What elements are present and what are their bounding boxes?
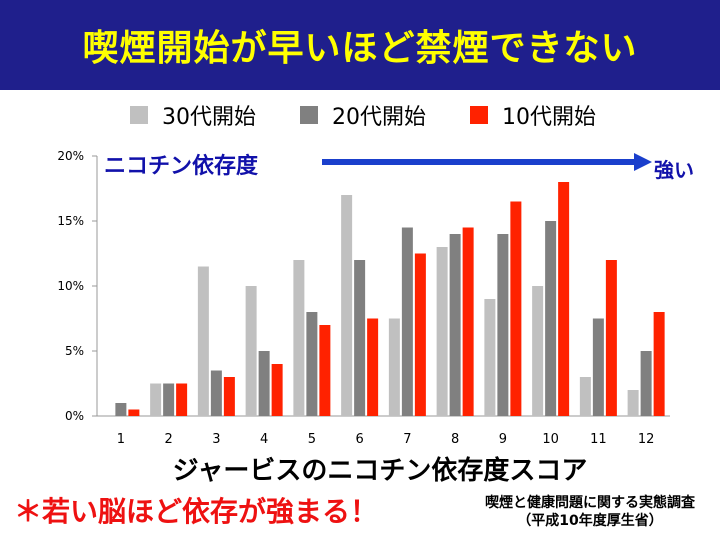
bar-3-series-1 <box>197 266 209 416</box>
x-tick-label: 1 <box>117 432 125 447</box>
x-tick-label: 3 <box>212 432 220 447</box>
bar-3-series-2 <box>210 370 222 416</box>
bar-6-series-1 <box>341 195 353 416</box>
page-title: 喫煙開始が早いほど禁煙できない <box>82 28 638 69</box>
bar-11-series-3 <box>605 260 617 416</box>
source-citation: 喫煙と健康問題に関する実態調査 （平成10年度厚生省） <box>470 494 710 530</box>
bar-4-series-2 <box>258 351 270 416</box>
legend-item-30s: 30代開始 <box>130 99 256 131</box>
chart-legend: 30代開始 20代開始 10代開始 <box>130 100 640 130</box>
bar-6-series-2 <box>354 260 366 416</box>
legend-label-10s: 10代開始 <box>502 105 596 130</box>
x-tick-label: 8 <box>451 432 459 447</box>
y-tick-label: 15% <box>57 214 84 228</box>
source-publisher: （平成10年度厚生省） <box>517 513 663 529</box>
legend-swatch-30s <box>130 106 148 124</box>
bar-chart: 0%5%10%15%20%1 2 3 4 5 6 7 8 9 10 11 12 <box>57 149 670 447</box>
bar-1-series-2 <box>115 403 127 416</box>
bar-2-series-3 <box>176 383 188 416</box>
legend-label-30s: 30代開始 <box>162 105 256 130</box>
bar-2-series-2 <box>163 383 175 416</box>
bar-11-series-2 <box>592 318 604 416</box>
bar-8-series-1 <box>436 247 448 416</box>
bar-10-series-2 <box>545 221 557 416</box>
legend-label-20s: 20代開始 <box>332 105 426 130</box>
bar-9-series-2 <box>497 234 509 416</box>
y-tick-label: 0% <box>65 409 84 423</box>
conclusion-message: ＊若い脳ほど依存が強まる！ <box>14 495 379 528</box>
x-tick-label: 11 <box>590 432 607 447</box>
bar-7-series-2 <box>401 227 413 416</box>
bar-4-series-3 <box>271 364 283 416</box>
bar-9-series-1 <box>484 299 496 416</box>
x-tick-label: 10 <box>542 432 559 447</box>
bar-8-series-2 <box>449 234 461 416</box>
title-bar: 喫煙開始が早いほど禁煙できない <box>0 0 720 90</box>
source-title: 喫煙と健康問題に関する実態調査 <box>485 495 695 511</box>
arrow-end-label: 強い <box>654 158 694 182</box>
legend-item-20s: 20代開始 <box>300 99 426 131</box>
bar-12-series-1 <box>627 390 639 416</box>
bar-3-series-3 <box>223 377 235 416</box>
x-tick-label: 2 <box>164 432 172 447</box>
bar-7-series-3 <box>414 253 426 416</box>
bar-7-series-1 <box>388 318 400 416</box>
x-tick-label: 4 <box>260 432 268 447</box>
x-tick-label: 12 <box>638 432 655 447</box>
bar-10-series-3 <box>558 182 570 416</box>
y-tick-label: 5% <box>65 344 84 358</box>
bar-5-series-1 <box>293 260 305 416</box>
bar-1-series-3 <box>128 409 140 416</box>
bar-10-series-1 <box>532 286 544 416</box>
legend-swatch-20s <box>300 106 318 124</box>
dependence-arrow-label: ニコチン依存度 <box>104 154 259 179</box>
x-tick-label: 5 <box>308 432 316 447</box>
bar-8-series-3 <box>462 227 474 416</box>
bar-4-series-1 <box>245 286 257 416</box>
x-tick-label: 9 <box>499 432 507 447</box>
bar-11-series-1 <box>579 377 591 416</box>
legend-item-10s: 10代開始 <box>470 99 596 131</box>
bar-9-series-3 <box>510 201 522 416</box>
bar-5-series-3 <box>319 325 331 416</box>
dependence-arrow-head <box>634 153 652 171</box>
x-tick-label: 6 <box>355 432 363 447</box>
bar-6-series-3 <box>367 318 379 416</box>
bar-2-series-1 <box>150 383 162 416</box>
y-tick-label: 10% <box>57 279 84 293</box>
x-axis-title: ジャービスのニコチン依存度スコア <box>172 456 588 486</box>
x-tick-label: 7 <box>403 432 411 447</box>
legend-swatch-10s <box>470 106 488 124</box>
bar-5-series-2 <box>306 312 318 416</box>
bar-12-series-3 <box>653 312 665 416</box>
y-tick-label: 20% <box>57 149 84 163</box>
bar-12-series-2 <box>640 351 652 416</box>
